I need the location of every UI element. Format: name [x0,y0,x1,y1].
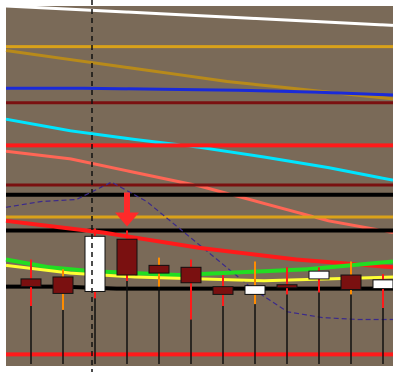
candle-body-12 [372,279,393,290]
series-line-4 [6,86,393,97]
candle-body-2 [52,276,74,294]
candle-body-6 [180,266,202,284]
candle-body-1 [20,278,42,288]
candle-body-9 [276,284,298,289]
candle-body-10 [308,270,330,280]
series-line-14 [5,218,393,270]
down-arrow-icon [115,192,139,227]
candle-body-5 [148,264,170,274]
candle-body-8 [244,285,266,295]
candle-body-3 [84,235,106,292]
series-line-1 [5,4,393,27]
candle-body-11 [340,274,362,291]
series-line-13 [5,181,393,321]
candle-body-4 [116,238,138,276]
candle-body-7 [212,286,234,295]
